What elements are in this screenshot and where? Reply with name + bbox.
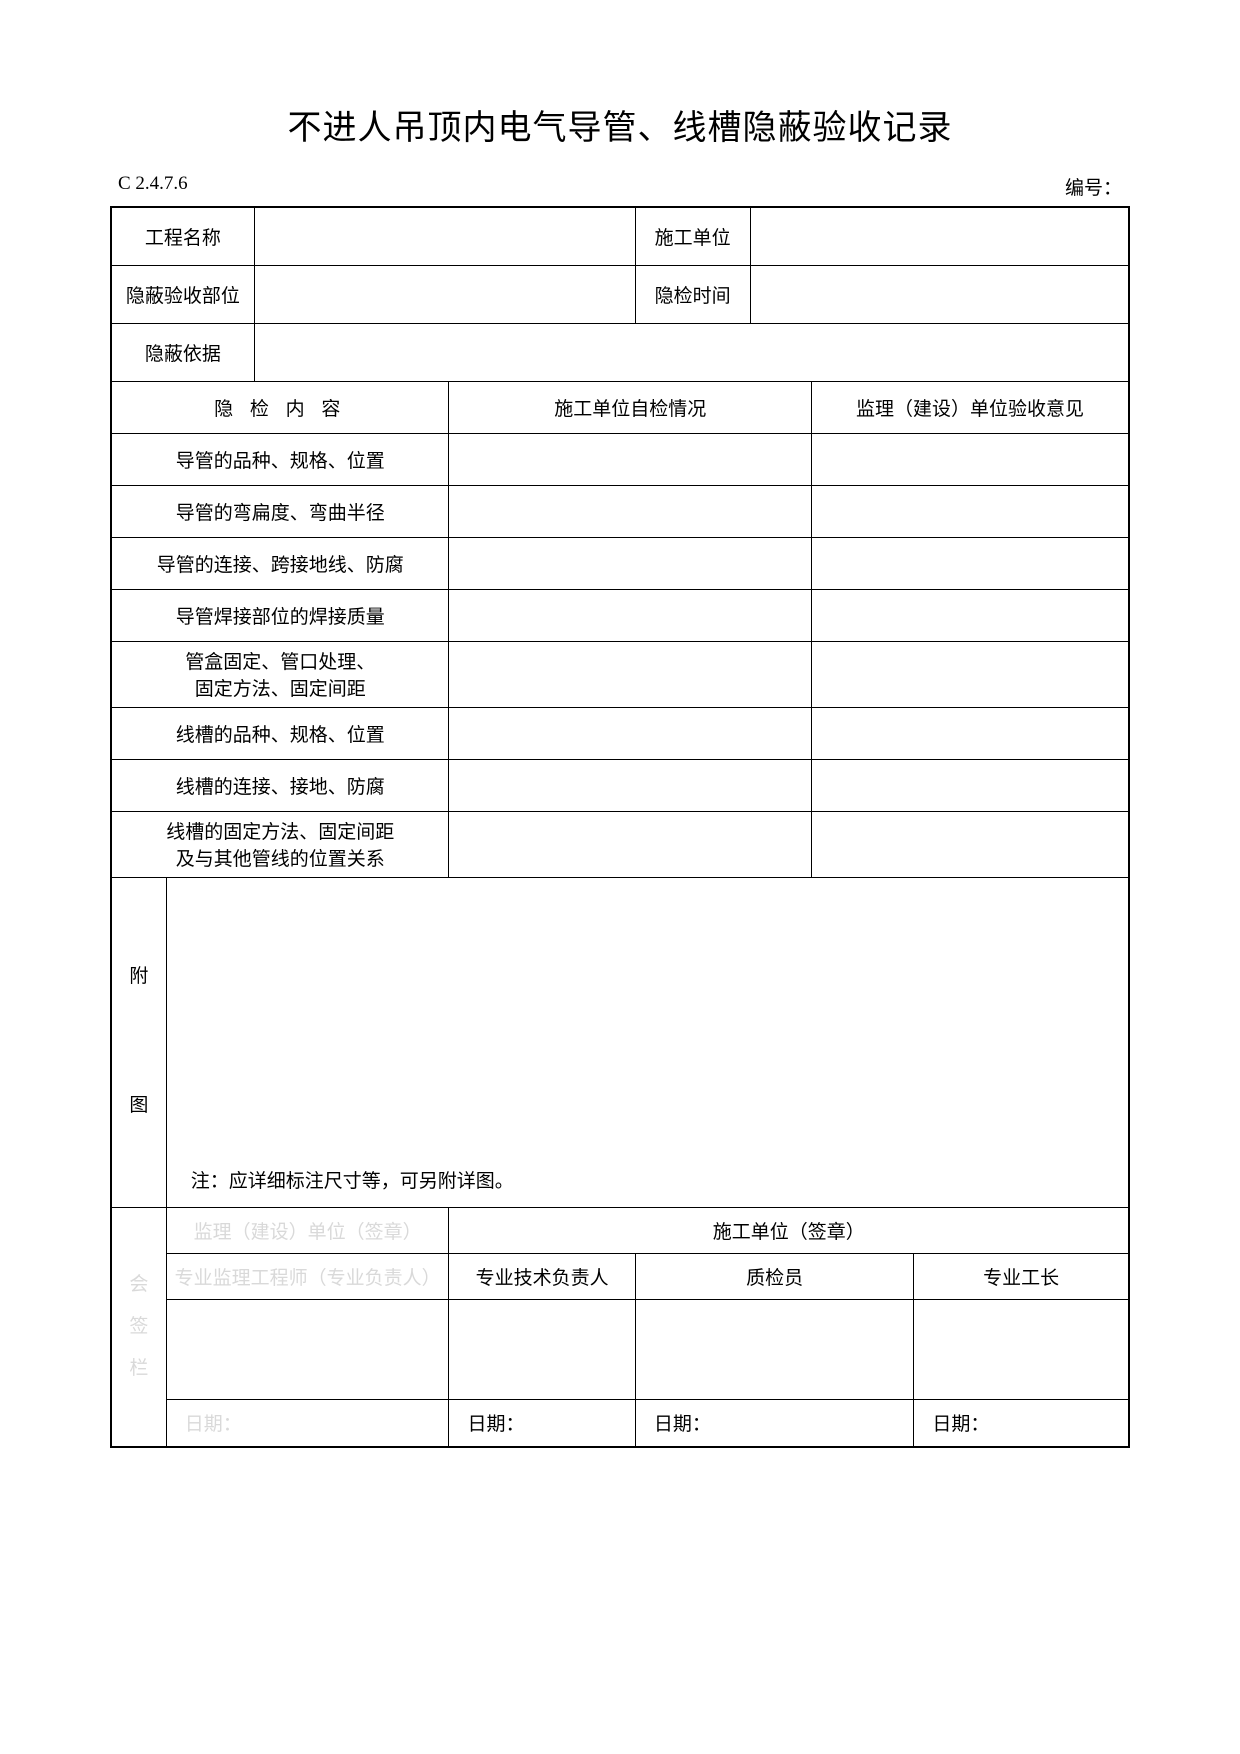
item-selfcheck: [449, 707, 812, 759]
concealed-time-value: [750, 265, 1129, 323]
item-label: 线槽的品种、规格、位置: [111, 707, 449, 759]
basis-value: [254, 323, 1129, 381]
item-label: 线槽的固定方法、固定间距 及与其他管线的位置关系: [111, 811, 449, 877]
concealed-time-label: 隐检时间: [635, 265, 750, 323]
item-label: 管盒固定、管口处理、 固定方法、固定间距: [111, 641, 449, 707]
inspector-sign: [635, 1299, 914, 1399]
engineer-label: 专业监理工程师（专业负责人）: [166, 1253, 449, 1299]
col-content-header: 隐 检 内 容: [111, 381, 449, 433]
construction-unit-value: [750, 207, 1129, 265]
item-opinion: [811, 537, 1129, 589]
item-label: 导管的品种、规格、位置: [111, 433, 449, 485]
item-selfcheck: [449, 589, 812, 641]
foreman-sign: [914, 1299, 1129, 1399]
construction-seal-label: 施工单位（签章）: [449, 1207, 1129, 1253]
date-label-4: 日期：: [914, 1399, 1129, 1447]
code-label: C 2.4.7.6: [118, 173, 188, 200]
item-opinion: [811, 433, 1129, 485]
project-name-label: 工程名称: [111, 207, 254, 265]
item-selfcheck: [449, 537, 812, 589]
item-selfcheck: [449, 485, 812, 537]
document-title: 不进人吊顶内电气导管、线槽隐蔽验收记录: [110, 100, 1130, 149]
inspector-label: 质检员: [635, 1253, 914, 1299]
attach-area: 注：应详细标注尺寸等，可另附详图。: [166, 877, 1129, 1207]
techlead-label: 专业技术负责人: [449, 1253, 635, 1299]
item-opinion: [811, 641, 1129, 707]
supervisor-seal-label: 监理（建设）单位（签章）: [166, 1207, 449, 1253]
sign-side-label: 会 签 栏: [111, 1207, 166, 1447]
engineer-sign: [166, 1299, 449, 1399]
date-label-3: 日期：: [635, 1399, 914, 1447]
attach-note: 注：应详细标注尺寸等，可另附详图。: [191, 1171, 514, 1192]
techlead-sign: [449, 1299, 635, 1399]
concealed-part-value: [254, 265, 635, 323]
serial-label: 编号：: [1065, 173, 1122, 200]
item-opinion: [811, 759, 1129, 811]
project-name-value: [254, 207, 635, 265]
item-label: 线槽的连接、接地、防腐: [111, 759, 449, 811]
header-row: C 2.4.7.6 编号：: [110, 173, 1130, 206]
col-opinion-header: 监理（建设）单位验收意见: [811, 381, 1129, 433]
item-label: 导管焊接部位的焊接质量: [111, 589, 449, 641]
item-label: 导管的连接、跨接地线、防腐: [111, 537, 449, 589]
item-label: 导管的弯扁度、弯曲半径: [111, 485, 449, 537]
item-selfcheck: [449, 433, 812, 485]
main-table: 工程名称 施工单位 隐蔽验收部位 隐检时间 隐蔽依据 隐 检 内 容 施工单位自…: [110, 206, 1130, 1448]
date-label-1: 日期：: [166, 1399, 449, 1447]
col-selfcheck-header: 施工单位自检情况: [449, 381, 812, 433]
item-opinion: [811, 811, 1129, 877]
construction-unit-label: 施工单位: [635, 207, 750, 265]
basis-label: 隐蔽依据: [111, 323, 254, 381]
date-label-2: 日期：: [449, 1399, 635, 1447]
foreman-label: 专业工长: [914, 1253, 1129, 1299]
concealed-part-label: 隐蔽验收部位: [111, 265, 254, 323]
item-opinion: [811, 589, 1129, 641]
item-opinion: [811, 707, 1129, 759]
item-selfcheck: [449, 641, 812, 707]
item-opinion: [811, 485, 1129, 537]
item-selfcheck: [449, 811, 812, 877]
item-selfcheck: [449, 759, 812, 811]
attach-side-label: 附 图: [111, 877, 166, 1207]
